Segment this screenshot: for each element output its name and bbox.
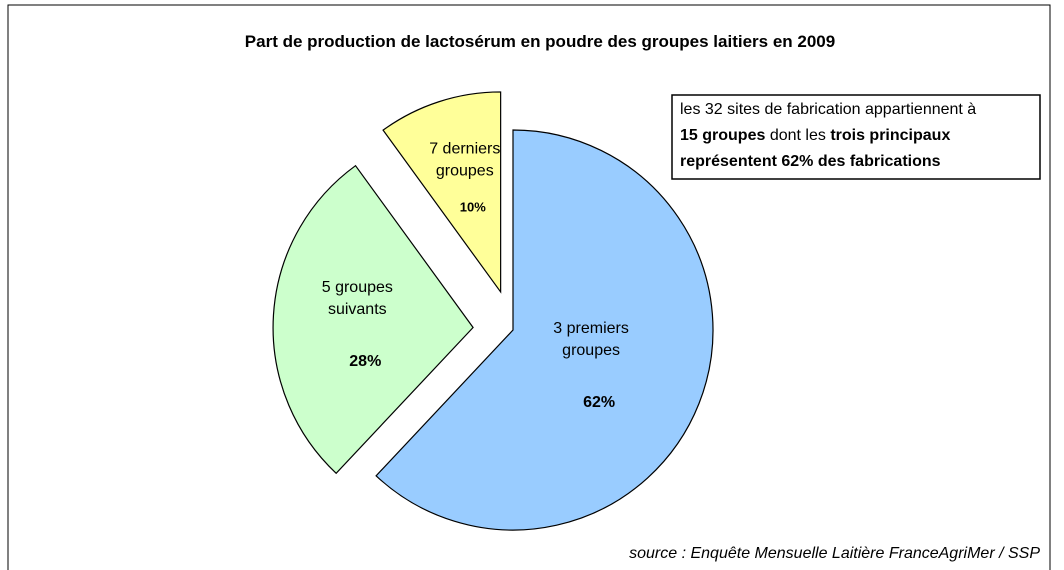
slice-label: 3 premiers xyxy=(553,320,629,337)
annotation-box xyxy=(671,94,1041,180)
annotation: 15 groupes dont les trois principaux xyxy=(680,127,950,144)
slice-label: groupes xyxy=(436,163,494,180)
slice-label: 5 groupes xyxy=(322,279,393,296)
source: source : Enquête Mensuelle Laitière Fran… xyxy=(629,545,1040,562)
annotation: représentent 62% des fabrications xyxy=(680,153,941,170)
annotation: dont les xyxy=(770,127,826,144)
slice-label: 5 groupes suivants xyxy=(322,279,393,318)
pie-slice xyxy=(382,91,502,294)
value-label: 10% xyxy=(460,200,486,215)
chart-title: Part de production de lactosérum en poud… xyxy=(245,32,835,51)
annotation: les 32 sites de fabrication appartiennen… xyxy=(680,101,976,118)
value-label: 62% xyxy=(583,394,615,411)
slice-label: 3 premiers groupes xyxy=(553,320,629,359)
annotation: 15 groupes xyxy=(680,127,765,144)
pie-slice xyxy=(375,129,714,531)
slice-label: 7 derniers xyxy=(429,141,500,158)
slice-label: suivants xyxy=(328,301,387,318)
value-label: 28% xyxy=(349,353,381,370)
annotation: trois principaux xyxy=(830,127,950,144)
slice-label: groupes xyxy=(562,342,620,359)
frame xyxy=(7,4,1051,570)
pie-slice xyxy=(272,164,474,475)
slice-label: 7 derniers groupes xyxy=(429,141,500,180)
